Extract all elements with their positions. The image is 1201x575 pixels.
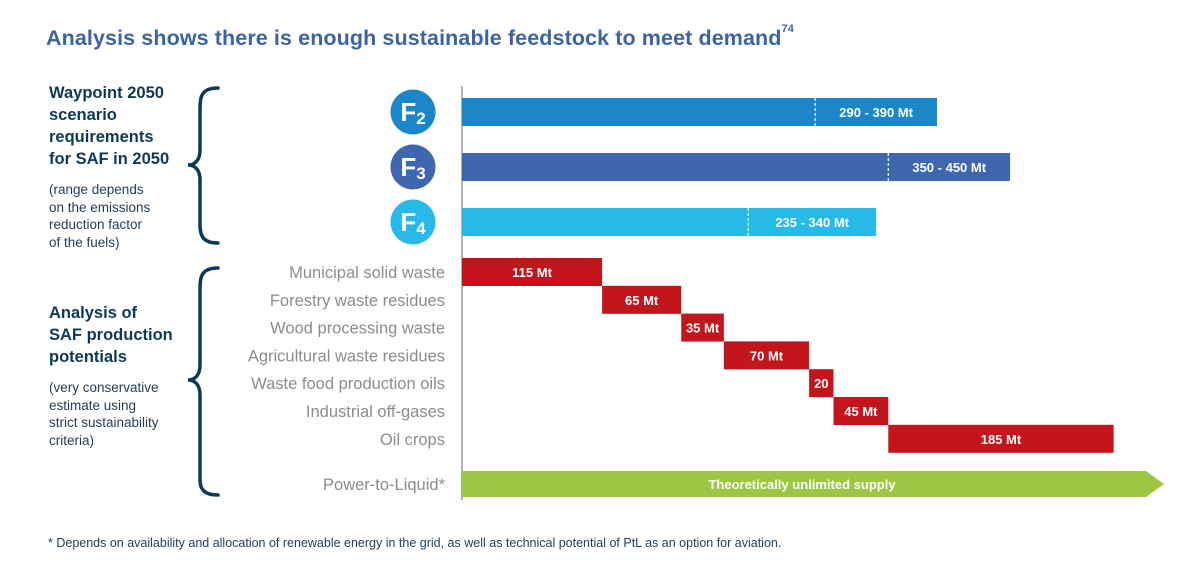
potentials-note-line: strict sustainability [49,415,159,430]
potential-bar [602,285,682,314]
fuel-letter: F [400,207,416,237]
requirements-heading-line: requirements [49,128,154,146]
category-label: Waste food production oils [251,375,445,393]
fuel-subscript: 3 [416,164,425,183]
fuel-subscript: 4 [416,219,426,238]
requirements-note-line: (range depends [49,182,144,197]
fuel-label: F3 [400,152,425,183]
requirement-bar-label: 350 - 450 Mt [912,160,986,175]
potentials-note-line: criteria) [49,432,95,448]
requirement-bar [462,153,1011,181]
footnote: * Depends on availability and allocation… [48,536,782,550]
potential-bar [888,424,1114,453]
category-label: Municipal solid waste [289,264,445,282]
potentials-brace [187,266,220,497]
ptl-arrow-bar [462,471,1164,497]
requirement-bar [462,98,938,126]
ptl-group: Theoretically unlimited supply Power-to-L… [323,471,1164,497]
potentials-heading: Analysis of SAF production potentials [49,302,173,368]
requirements-heading: Waypoint 2050 scenario requirements for … [49,82,169,170]
fuel-label: F4 [400,207,426,238]
requirement-bar-label: 235 - 340 Mt [775,215,849,230]
category-label: Agricultural waste residues [248,347,445,365]
category-label: Power-to-Liquid* [323,476,446,494]
potential-bar-label: 20 [814,376,828,391]
potential-bar [462,258,603,286]
ptl-bar-label: Theoretically unlimited supply [708,477,896,492]
potential-bar-label: 185 Mt [981,432,1022,447]
requirements-note-line: of the fuels) [49,234,120,250]
potential-bar-label: 65 Mt [625,293,659,308]
requirements-note-line: reduction factor [49,217,143,232]
title-reference: 74 [781,23,794,35]
requirements-heading-line: for SAF in 2050 [49,150,170,168]
fuel-circle [390,144,436,190]
requirements-note: (range depends on the emissions reductio… [49,181,150,251]
requirements-heading-line: Waypoint 2050 [49,84,164,102]
requirements-heading-line: scenario [49,106,117,124]
requirements-brace [187,86,220,245]
requirement-bar [462,208,877,236]
potentials-group: 115 Mt Municipal solid waste 65 Mt Forestry… [248,258,1114,453]
chart-title: Analysis shows there is enough sustainab… [46,23,794,50]
potentials-heading-line: Analysis of [49,304,138,322]
fuel-circle [390,89,436,135]
potentials-heading-line: potentials [49,348,127,366]
requirement-bar-label: 290 - 390 Mt [839,105,913,120]
fuel-label: F2 [400,97,425,128]
potentials-heading-line: SAF production [49,326,173,344]
potential-bar [681,313,724,342]
potential-bar-label: 35 Mt [686,321,720,336]
requirements-note-line: on the emissions [49,199,151,215]
potentials-note: (very conservative estimate using strict… [49,379,159,449]
potential-bar-label: 45 Mt [844,404,878,419]
potential-bar [723,341,810,370]
fuel-subscript: 2 [416,109,425,128]
potentials-note-line: estimate using [49,397,137,413]
category-label: Wood processing waste [270,320,445,338]
fuel-circle [390,199,436,245]
fuel-letter: F [400,97,416,127]
potential-bar [809,369,834,398]
potential-bar [833,397,889,425]
potential-bar-label: 115 Mt [512,265,552,280]
fuel-letter: F [400,152,416,182]
potentials-note-line: (very conservative [49,380,159,395]
category-label: Industrial off-gases [306,403,445,421]
category-label: Forestry waste residues [270,292,445,310]
potential-bar-label: 70 Mt [750,348,784,363]
category-label: Oil crops [380,431,445,449]
